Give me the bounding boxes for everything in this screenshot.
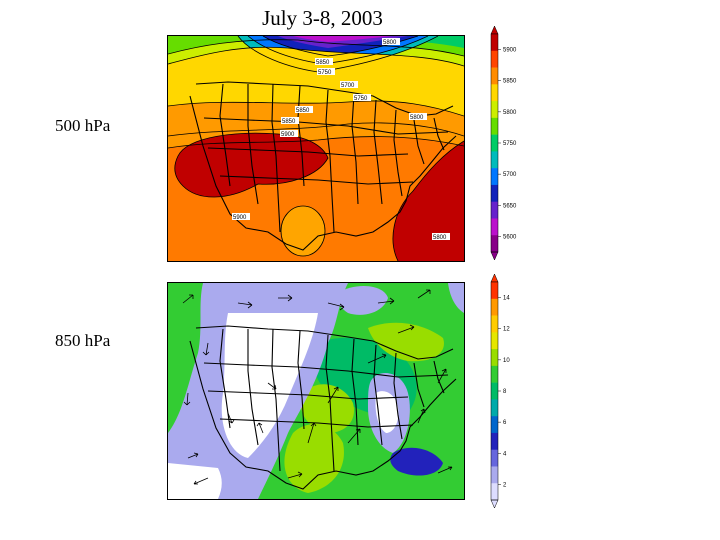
map-850hpa-canvas — [168, 283, 464, 499]
colorbar-tick-label: 5800 — [503, 110, 517, 116]
colorbar-swatch — [491, 235, 498, 253]
contour-label: 5900 — [281, 132, 295, 138]
contour-label: 5750 — [318, 70, 332, 76]
colorbar-swatch — [491, 151, 498, 169]
colorbar-swatch — [491, 101, 498, 119]
wind-region-strong — [368, 322, 444, 362]
contour-label: 5750 — [354, 96, 368, 102]
colorbar-arrow-bottom — [490, 499, 499, 509]
colorbar-swatch — [491, 84, 498, 102]
wind-region-strong — [300, 384, 354, 433]
wind-vectors — [182, 289, 453, 485]
wind-region-calm — [221, 313, 318, 458]
colorbar-tick-label: 14 — [503, 296, 510, 302]
wind-region-calm — [168, 463, 222, 499]
colorbar-swatch — [491, 201, 498, 219]
figure-title: July 3-8, 2003 — [262, 6, 383, 30]
map-500hpa-canvas: 5800 5850 5750 5700 5750 5800 5850 5850 … — [168, 36, 464, 261]
colorbar-swatch — [491, 365, 498, 383]
colorbar-500hpa-ticks: 5900 5850 5800 5750 5700 5650 5600 — [498, 48, 517, 240]
colorbar-swatch — [491, 466, 498, 484]
colorbar-swatch — [491, 184, 498, 202]
level-label-500hpa: 500 hPa — [55, 116, 111, 135]
contour-label: 5850 — [282, 119, 296, 125]
colorbar-tick-label: 5650 — [503, 203, 517, 209]
colorbar-swatch — [491, 117, 498, 135]
colorbar-swatch — [491, 483, 498, 501]
colorbar-tick-label: 8 — [503, 389, 507, 395]
colorbar-850hpa-swatches — [490, 273, 499, 509]
colorbar-arrow-top — [490, 25, 499, 35]
colorbar-850hpa: 14 12 10 8 6 4 2 — [487, 272, 527, 512]
colorbar-swatch — [491, 349, 498, 367]
contour-label: 5900 — [233, 215, 247, 221]
contour-label: 5700 — [341, 83, 355, 89]
colorbar-tick-label: 4 — [503, 451, 507, 457]
wind-region-strong — [284, 424, 344, 493]
anticyclone-south-texas — [280, 205, 326, 257]
colorbar-500hpa-canvas: 5900 5850 5800 5750 5700 5650 5600 — [490, 25, 517, 261]
contour-label: 5800 — [433, 235, 447, 241]
colorbar-swatch — [491, 282, 498, 300]
colorbar-swatch — [491, 50, 498, 68]
colorbar-arrow-top — [490, 273, 499, 283]
colorbar-swatch — [491, 315, 498, 333]
colorbar-tick-label: 5850 — [503, 79, 517, 85]
wind-region-weak — [448, 283, 464, 313]
colorbar-tick-label: 10 — [503, 358, 510, 364]
colorbar-500hpa-swatches — [490, 25, 499, 261]
colorbar-tick-label: 5900 — [503, 48, 517, 54]
colorbar-tick-label: 5600 — [503, 234, 517, 240]
colorbar-swatch — [491, 399, 498, 417]
colorbar-500hpa: 5900 5850 5800 5750 5700 5650 5600 — [487, 24, 527, 264]
colorbar-swatch — [491, 67, 498, 85]
colorbar-arrow-bottom — [490, 251, 499, 261]
state-boundaries — [189, 325, 457, 490]
contour-label: 5850 — [296, 108, 310, 114]
colorbar-swatch — [491, 382, 498, 400]
colorbar-swatch — [491, 134, 498, 152]
colorbar-850hpa-ticks: 14 12 10 8 6 4 2 — [498, 296, 510, 488]
contour-label: 5850 — [316, 60, 330, 66]
colorbar-850hpa-canvas: 14 12 10 8 6 4 2 — [490, 273, 510, 509]
wind-region-weak-dark — [390, 447, 443, 476]
level-label-850hpa: 850 hPa — [55, 331, 111, 350]
colorbar-swatch — [491, 449, 498, 467]
colorbar-swatch — [491, 34, 498, 52]
colorbar-swatch — [491, 432, 498, 450]
colorbar-tick-label: 6 — [503, 420, 507, 426]
colorbar-tick-label: 2 — [503, 482, 507, 488]
colorbar-swatch — [491, 298, 498, 316]
band-5625 — [293, 36, 393, 42]
colorbar-tick-label: 5700 — [503, 172, 517, 178]
contour-label: 5800 — [410, 115, 424, 121]
colorbar-tick-label: 12 — [503, 327, 510, 333]
map-850hpa-wind — [167, 282, 465, 500]
colorbar-swatch — [491, 168, 498, 186]
high-center-southeast — [393, 141, 464, 261]
contour-label: 5800 — [383, 40, 397, 46]
wind-region-weak — [337, 286, 388, 315]
contour-labels: 5800 5850 5750 5700 5750 5800 5850 5850 … — [232, 38, 450, 241]
colorbar-swatch — [491, 332, 498, 350]
wind-region-calm — [375, 391, 399, 433]
map-500hpa-height: 5800 5850 5750 5700 5750 5800 5850 5850 … — [167, 35, 465, 262]
colorbar-swatch — [491, 218, 498, 236]
state-boundaries — [189, 81, 457, 251]
colorbar-swatch — [491, 416, 498, 434]
colorbar-tick-label: 5750 — [503, 141, 517, 147]
